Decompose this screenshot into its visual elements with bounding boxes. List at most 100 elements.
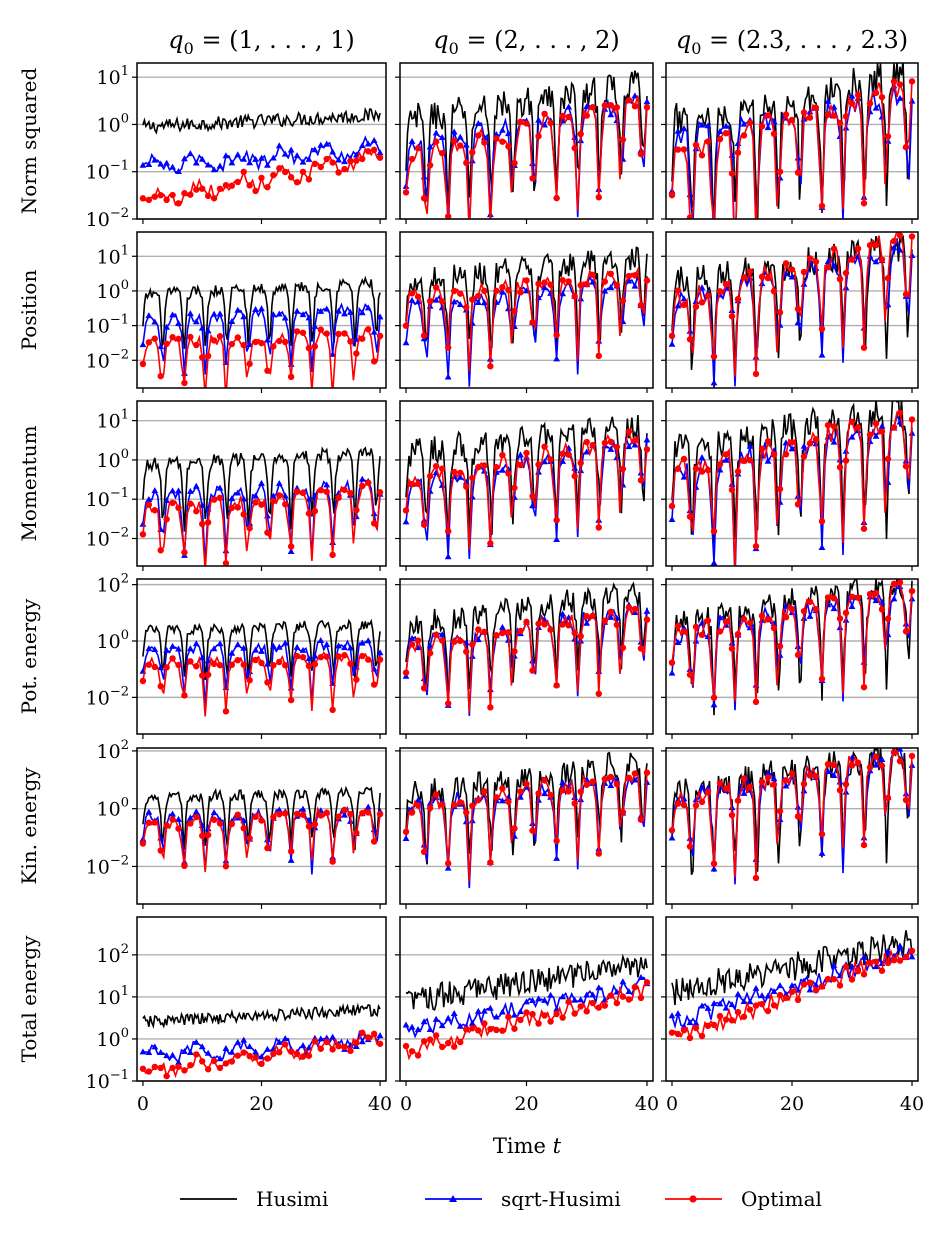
y-tick-exponent: −2 [110,206,129,221]
marker-optimal [264,183,271,191]
marker-optimal [475,1027,482,1034]
marker-optimal [287,373,295,381]
marker-sqrt-husimi [281,639,289,646]
marker-optimal [359,482,366,490]
marker-sqrt-husimi [770,775,778,782]
marker-optimal [595,850,602,857]
marker-optimal [782,111,790,118]
line-husimi [671,579,913,716]
marker-optimal [824,594,832,601]
marker-sqrt-husimi [511,1011,518,1018]
marker-optimal [317,1045,324,1052]
marker-optimal [463,648,470,655]
marker-optimal [151,193,158,200]
marker-optimal [341,330,348,337]
marker-optimal [541,621,548,628]
marker-sqrt-husimi [264,1045,271,1052]
marker-optimal [511,1025,518,1032]
series-group [402,751,651,889]
panel-r2-c2 [661,400,919,571]
panel-frame [136,747,387,905]
line-husimi [405,953,648,1011]
marker-optimal [335,169,342,176]
marker-optimal [728,486,736,493]
marker-optimal [668,827,676,834]
marker-optimal [517,461,524,469]
marker-sqrt-husimi [402,1021,410,1028]
marker-sqrt-husimi [711,240,718,246]
marker-optimal [151,1063,158,1071]
marker-optimal [523,618,530,626]
marker-optimal [734,295,742,303]
marker-optimal [776,807,784,815]
marker-optimal [335,330,342,338]
marker-sqrt-husimi [631,776,639,783]
x-axis-label-variable: t [553,1134,562,1158]
title-subscript: 0 [184,39,194,58]
legend-label: sqrt-Husimi [501,1187,621,1211]
marker-optimal [728,1017,736,1024]
marker-sqrt-husimi [710,865,718,872]
marker-optimal [547,791,554,799]
marker-sqrt-husimi [800,442,808,449]
marker-optimal [776,485,784,493]
marker-optimal [589,104,596,111]
marker-optimal [866,959,874,967]
series-group [668,232,916,388]
marker-sqrt-husimi [559,993,567,1000]
marker-sqrt-husimi [376,313,384,320]
marker-optimal [553,516,560,524]
marker-optimal [770,624,778,632]
marker-sqrt-husimi [716,466,724,473]
marker-optimal [293,179,301,186]
marker-optimal [463,304,470,311]
marker-optimal [625,774,633,782]
marker-sqrt-husimi [704,1004,712,1011]
x-tick-label: 40 [635,1093,659,1115]
marker-optimal [866,431,874,438]
marker-optimal [740,132,748,139]
marker-optimal [258,659,265,667]
marker-optimal [842,963,850,971]
marker-sqrt-husimi [408,634,416,641]
marker-optimal [541,110,548,118]
marker-optimal [758,1000,766,1008]
marker-optimal [559,1014,566,1021]
marker-optimal [264,367,271,374]
marker-optimal [444,860,452,867]
marker-optimal [710,1021,718,1029]
marker-optimal [571,293,578,300]
marker-sqrt-husimi [264,836,271,843]
marker-optimal [408,290,416,297]
marker-optimal [493,135,500,142]
marker-sqrt-husimi [139,341,147,348]
marker-sqrt-husimi [499,126,506,133]
y-tick-base: 10 [86,529,110,551]
marker-optimal [426,297,434,305]
marker-optimal [589,441,596,449]
marker-optimal [222,181,230,189]
marker-optimal [758,123,766,130]
marker-sqrt-husimi [492,1013,500,1020]
marker-optimal [674,622,682,630]
marker-sqrt-husimi [299,646,307,653]
marker-optimal [347,810,354,818]
marker-optimal [317,487,324,494]
marker-sqrt-husimi [402,518,410,525]
marker-optimal [370,1030,378,1038]
marker-sqrt-husimi [287,146,295,153]
marker-optimal [812,987,820,994]
marker-optimal [444,344,452,351]
marker-optimal [365,656,372,663]
marker-optimal [884,959,892,967]
line-husimi [142,785,381,851]
row-ylabel: Norm squared [17,68,41,215]
marker-optimal [878,606,886,613]
marker-sqrt-husimi [198,155,206,162]
marker-sqrt-husimi [192,159,200,166]
marker-optimal [139,840,147,847]
marker-sqrt-husimi [794,154,802,161]
marker-optimal [818,675,826,683]
marker-optimal [199,354,206,361]
marker-optimal [252,338,259,346]
